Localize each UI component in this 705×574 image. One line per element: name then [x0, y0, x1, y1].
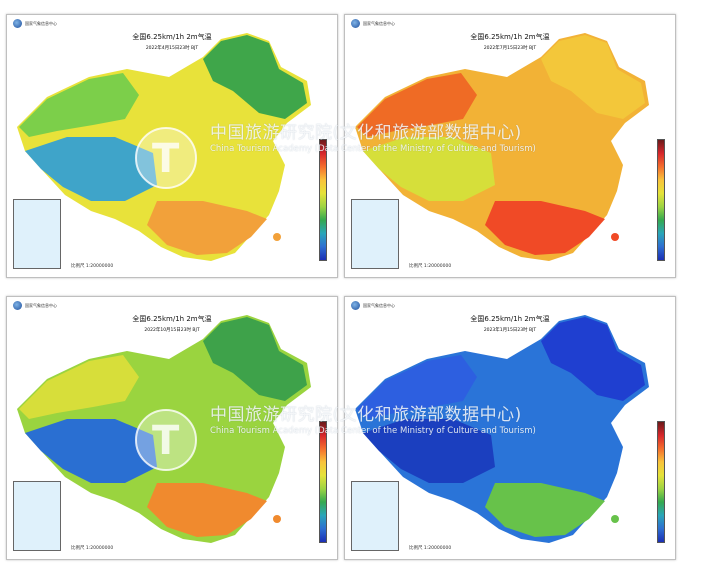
panel-time: 2022年4月15日23时 BJT	[145, 46, 199, 51]
globe-icon	[13, 301, 22, 310]
south-china-sea-inset	[351, 481, 399, 551]
cma-logo: 国家气象信息中心	[13, 19, 57, 28]
china-map-shape	[17, 315, 311, 543]
logo-text: 国家气象信息中心	[25, 20, 57, 26]
cma-logo: 国家气象信息中心	[351, 19, 395, 28]
panel-time: 2023年1月15日23时 BJT	[483, 328, 537, 333]
panel-time: 2022年10月15日23时 BJT	[144, 328, 200, 333]
cma-logo: 国家气象信息中心	[13, 301, 57, 310]
temperature-map	[355, 315, 649, 543]
scale-text: 比例尺 1:20000000	[71, 264, 114, 269]
logo-text: 国家气象信息中心	[363, 20, 395, 26]
temperature-legend	[657, 421, 665, 543]
south-china-sea-inset	[351, 199, 399, 269]
globe-icon	[351, 19, 360, 28]
logo-text: 国家气象信息中心	[25, 302, 57, 308]
panel-time: 2022年7月15日23时 BJT	[483, 46, 537, 51]
china-map-shape	[355, 315, 649, 543]
map-panel-january: 国家气象信息中心 全国6.25km/1h 2m气温 2023年1月15日23时 …	[344, 296, 676, 560]
scale-text: 比例尺 1:20000000	[409, 264, 452, 269]
china-map-shape	[17, 33, 311, 261]
map-panel-july: 国家气象信息中心 全国6.25km/1h 2m气温 2022年7月15日23时 …	[344, 14, 676, 278]
globe-icon	[13, 19, 22, 28]
map-panel-october: 国家气象信息中心 全国6.25km/1h 2m气温 2022年10月15日23时…	[6, 296, 338, 560]
panel-title: 全国6.25km/1h 2m气温	[470, 315, 550, 323]
panel-title: 全国6.25km/1h 2m气温	[470, 33, 550, 41]
panel-title: 全国6.25km/1h 2m气温	[132, 315, 212, 323]
globe-icon	[351, 301, 360, 310]
cma-logo: 国家气象信息中心	[351, 301, 395, 310]
temperature-legend	[319, 421, 327, 543]
china-map-shape	[355, 33, 649, 261]
scale-text: 比例尺 1:20000000	[409, 546, 452, 551]
scale-text: 比例尺 1:20000000	[71, 546, 114, 551]
panel-title: 全国6.25km/1h 2m气温	[132, 33, 212, 41]
south-china-sea-inset	[13, 199, 61, 269]
temperature-map	[355, 33, 649, 261]
logo-text: 国家气象信息中心	[363, 302, 395, 308]
temperature-legend	[319, 139, 327, 261]
temperature-legend	[657, 139, 665, 261]
south-china-sea-inset	[13, 481, 61, 551]
map-panel-april: 国家气象信息中心 全国6.25km/1h 2m气温 2022年4月15日23时 …	[6, 14, 338, 278]
